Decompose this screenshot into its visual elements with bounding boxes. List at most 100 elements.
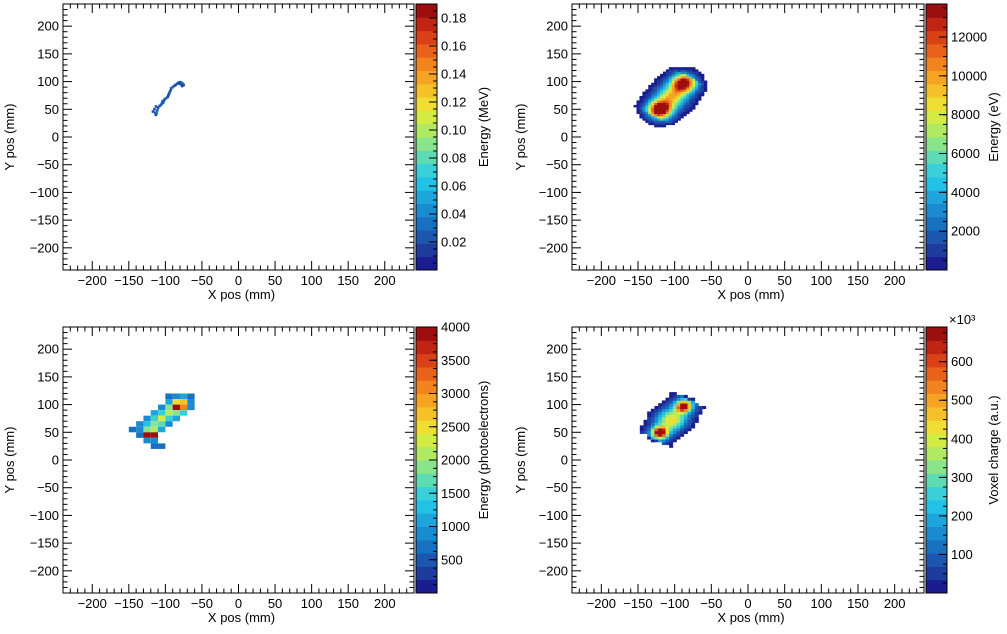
x-tick-label: 200 <box>374 273 396 288</box>
heatmap-cell <box>660 107 664 110</box>
heatmap-cell <box>676 417 681 421</box>
x-tick-label: 0 <box>235 596 242 611</box>
heatmap-cell <box>686 89 690 92</box>
heatmap-cell <box>642 102 646 106</box>
x-tick-label: 200 <box>884 596 906 611</box>
y-tick-label: 150 <box>546 369 568 384</box>
heatmap-cell <box>687 419 692 423</box>
colorbar-segment <box>416 83 437 98</box>
heatmap-cell <box>691 403 696 407</box>
heatmap-cell <box>654 430 659 434</box>
heatmap-cell <box>702 405 707 410</box>
heatmap-cell <box>654 433 659 437</box>
heatmap-cell <box>642 115 646 119</box>
heatmap-cell <box>676 433 681 437</box>
heatmap-cell <box>151 110 155 113</box>
heatmap-cell <box>674 71 678 75</box>
heatmap-cell <box>660 111 664 115</box>
colorbar-tick-label: 600 <box>951 354 973 369</box>
x-tick-label: −50 <box>700 596 722 611</box>
heatmap-cell <box>657 84 661 88</box>
heatmap-cell <box>674 91 678 95</box>
heatmap-cell <box>639 109 643 112</box>
heatmap-cell <box>636 104 640 108</box>
heatmap-cell <box>671 93 675 97</box>
colorbar-segment <box>926 203 947 218</box>
colorbar-tick-label: 200 <box>951 508 973 523</box>
heatmap-cell <box>686 76 690 79</box>
heatmap-cell <box>662 107 667 110</box>
heatmap-cell <box>704 84 708 88</box>
heatmap-cell <box>658 436 663 440</box>
colorbar-segment <box>416 43 437 58</box>
heatmap-cell <box>168 90 172 94</box>
heatmap-cell <box>660 122 664 126</box>
heatmap-cell <box>654 422 659 426</box>
heatmap-cell <box>665 408 670 412</box>
heatmap-cell <box>154 105 158 108</box>
heatmap-cell <box>671 118 675 121</box>
heatmap-cell <box>689 82 693 86</box>
colorbar-segment <box>926 163 947 178</box>
heatmap-cell <box>654 82 658 86</box>
y-tick-label: 200 <box>546 19 568 34</box>
heatmap-cell <box>674 109 678 112</box>
colorbar-segment <box>926 446 947 461</box>
heatmap-cell <box>661 419 666 423</box>
heatmap-cell <box>158 443 166 449</box>
heatmap-cell <box>662 84 667 88</box>
heatmap-cell <box>701 84 705 88</box>
heatmap-cell <box>687 411 692 415</box>
colorbar-segment <box>926 97 947 111</box>
y-tick-label: 100 <box>37 74 59 89</box>
heatmap-cell <box>150 415 159 422</box>
heatmap-cell <box>672 428 677 432</box>
heatmap-cell <box>661 414 666 418</box>
heatmap-cell <box>671 89 675 92</box>
heatmap-cell <box>172 415 180 422</box>
heatmap-cell <box>689 89 693 92</box>
heatmap-cell <box>662 98 667 101</box>
x-axis-label: X pos (mm) <box>208 610 275 625</box>
heatmap-cell <box>645 95 649 99</box>
heatmap-cell <box>677 89 681 92</box>
heatmap-cell <box>686 111 690 115</box>
heatmap-cell <box>674 118 678 121</box>
x-tick-label: −150 <box>114 596 143 611</box>
heatmap-cell <box>650 436 655 440</box>
heatmap-cell <box>645 109 649 112</box>
heatmap-cell <box>677 113 681 117</box>
heatmap-cell <box>680 400 685 404</box>
heatmap-cell <box>143 432 151 438</box>
heatmap-cell <box>647 422 652 426</box>
axis-ticks <box>571 3 925 271</box>
heatmap-cell <box>651 122 655 126</box>
heatmap-cell <box>687 408 692 412</box>
chart-panel-3: −200 −150 −100 −50 0 50 100 150 200−200−150−100−… <box>2 320 491 626</box>
heatmap-cell <box>677 84 681 88</box>
heatmap-cell <box>647 411 652 415</box>
colorbar-segment <box>416 460 437 474</box>
colorbar-tick-label: 1500 <box>441 486 470 501</box>
heatmap-cell <box>671 80 675 83</box>
heatmap-cell <box>639 115 643 119</box>
heatmap-cell <box>671 76 675 79</box>
heatmap-cell <box>691 408 696 412</box>
heatmap-cell <box>680 425 685 429</box>
heatmap-cell <box>636 102 640 106</box>
heatmap-cell <box>680 73 684 77</box>
heatmap-cell <box>665 80 670 83</box>
heatmap-cell <box>686 91 690 95</box>
heatmap-cell <box>683 67 687 70</box>
heatmap-cell <box>674 73 678 77</box>
heatmap-cell <box>648 120 652 123</box>
heatmap-cell <box>156 106 160 109</box>
heatmap-cell <box>180 84 184 88</box>
y-tick-label: −150 <box>539 536 568 551</box>
heatmap-cell <box>692 107 696 110</box>
heatmap-cell <box>665 78 670 81</box>
heatmap-cell <box>660 73 664 77</box>
colorbar-segment <box>416 420 437 434</box>
heatmap-cell <box>187 393 195 400</box>
heatmap-cell <box>668 93 673 97</box>
